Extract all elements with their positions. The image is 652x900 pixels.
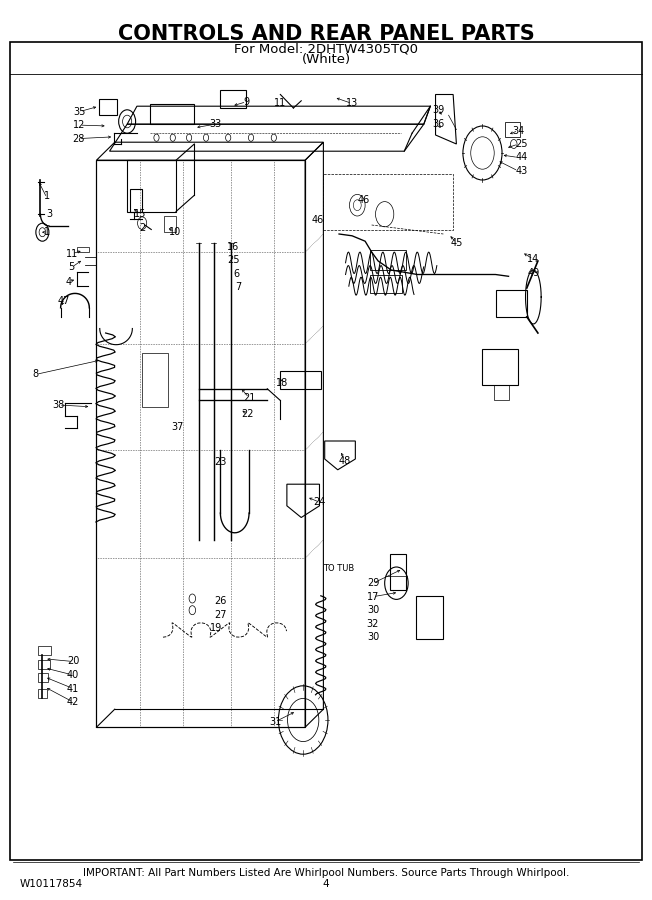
Text: 25: 25: [515, 139, 528, 149]
Text: 35: 35: [74, 106, 85, 117]
Text: 21: 21: [243, 392, 255, 403]
Text: 12: 12: [74, 120, 85, 130]
Bar: [150, 104, 194, 124]
Bar: [220, 90, 246, 108]
Text: 46: 46: [358, 194, 370, 205]
Text: 45: 45: [451, 238, 462, 248]
Text: 16: 16: [228, 241, 239, 252]
Text: 30: 30: [367, 632, 379, 643]
Text: 13: 13: [346, 98, 358, 109]
Text: CONTROLS AND REAR PANEL PARTS: CONTROLS AND REAR PANEL PARTS: [117, 24, 535, 44]
Text: 23: 23: [215, 456, 226, 467]
Text: 46: 46: [312, 214, 324, 225]
Text: 26: 26: [215, 596, 226, 607]
Text: 6: 6: [233, 268, 239, 279]
Bar: [494, 385, 509, 400]
Text: 18: 18: [276, 378, 288, 389]
Text: 15: 15: [134, 209, 146, 220]
Text: 38: 38: [53, 400, 65, 410]
Text: 9: 9: [243, 96, 250, 107]
Bar: [390, 554, 406, 590]
Bar: [142, 353, 168, 407]
Text: IMPORTANT: All Part Numbers Listed Are Whirlpool Numbers. Source Parts Through W: IMPORTANT: All Part Numbers Listed Are W…: [83, 868, 569, 878]
Text: 20: 20: [67, 656, 79, 667]
Text: 19: 19: [211, 623, 222, 634]
Text: 4: 4: [65, 276, 72, 287]
Text: 4: 4: [323, 878, 329, 889]
Bar: [96, 160, 305, 727]
Text: 10: 10: [169, 227, 181, 238]
Text: 11: 11: [274, 98, 286, 109]
Text: 25: 25: [227, 255, 240, 266]
Text: 27: 27: [214, 609, 227, 620]
Text: 44: 44: [516, 152, 527, 163]
Text: 11: 11: [66, 248, 78, 259]
Text: 33: 33: [209, 119, 221, 130]
Bar: [370, 250, 406, 270]
Text: 1: 1: [44, 191, 50, 202]
Text: 39: 39: [432, 104, 444, 115]
Bar: [38, 689, 47, 698]
Text: 22: 22: [241, 409, 254, 419]
Text: 7: 7: [235, 282, 241, 292]
Bar: [38, 673, 48, 682]
Text: 47: 47: [58, 295, 70, 306]
Bar: [505, 122, 520, 137]
Text: 49: 49: [527, 267, 539, 278]
Text: 30: 30: [367, 605, 379, 616]
Text: 17: 17: [367, 591, 379, 602]
Text: 3: 3: [46, 209, 52, 220]
Text: 48: 48: [338, 455, 350, 466]
Bar: [99, 99, 117, 115]
Text: TO TUB: TO TUB: [323, 564, 355, 573]
Bar: [370, 275, 402, 293]
Text: 24: 24: [314, 497, 325, 508]
Text: 29: 29: [367, 578, 379, 589]
Text: 31: 31: [269, 716, 281, 727]
Text: 1: 1: [44, 227, 50, 238]
Text: 43: 43: [516, 166, 527, 176]
Bar: [38, 646, 51, 655]
Text: 37: 37: [171, 422, 183, 433]
Text: 28: 28: [72, 133, 84, 144]
Text: 40: 40: [67, 670, 79, 680]
Text: 5: 5: [68, 262, 75, 273]
Text: 34: 34: [512, 125, 524, 136]
Text: 41: 41: [67, 683, 79, 694]
Bar: [130, 189, 142, 212]
Bar: [496, 290, 527, 317]
Text: (White): (White): [301, 53, 351, 66]
Bar: [323, 174, 453, 230]
Text: 36: 36: [432, 119, 444, 130]
Text: 32: 32: [367, 618, 379, 629]
Text: 2: 2: [139, 222, 145, 233]
Bar: [38, 660, 50, 669]
Text: 42: 42: [67, 697, 79, 707]
Bar: [482, 349, 518, 385]
Text: 8: 8: [33, 369, 39, 380]
Text: For Model: 2DHTW4305TQ0: For Model: 2DHTW4305TQ0: [234, 42, 418, 55]
Text: W10117854: W10117854: [20, 878, 83, 889]
Bar: [77, 247, 89, 252]
Bar: [416, 596, 443, 639]
Bar: [164, 216, 176, 232]
Text: 14: 14: [527, 254, 539, 265]
